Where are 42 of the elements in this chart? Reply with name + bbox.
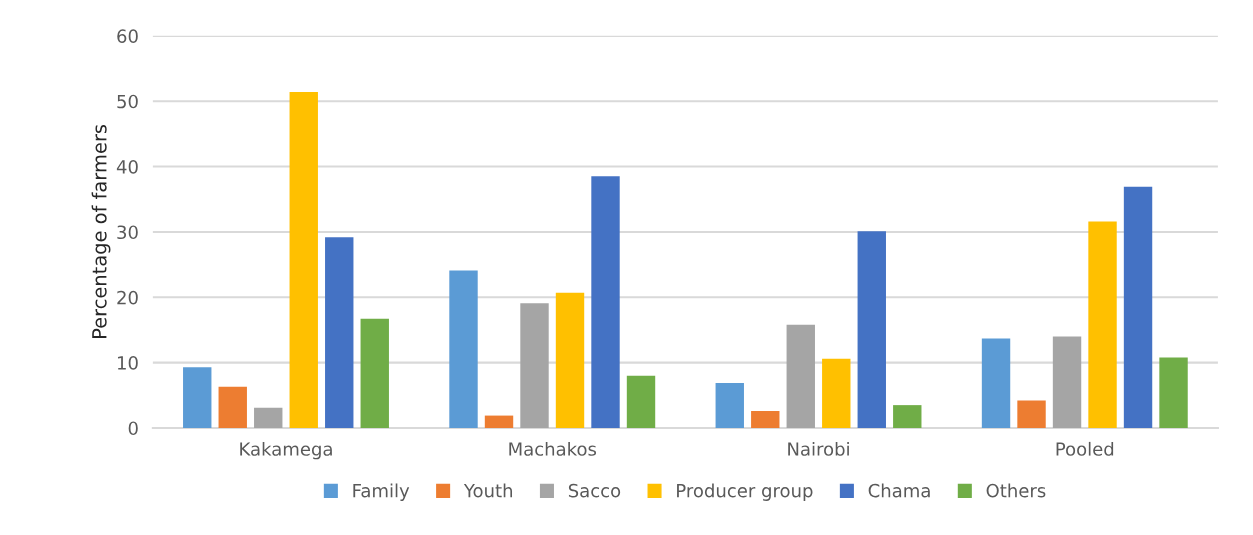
y-tick-label: 20 — [117, 290, 138, 305]
x-tick-label: Pooled — [1056, 441, 1114, 456]
bar — [325, 237, 354, 428]
bar — [1017, 400, 1046, 428]
y-tick-label: 60 — [117, 29, 138, 43]
legend-label: Youth — [463, 483, 513, 498]
y-axis-title: Percentage of farmers — [91, 124, 111, 338]
bar — [591, 176, 620, 428]
bar — [555, 292, 585, 428]
bar — [751, 411, 780, 428]
bar — [484, 415, 514, 428]
bar — [893, 405, 922, 428]
y-tick-label: 40 — [116, 160, 138, 174]
bar — [218, 386, 247, 428]
x-tick-label: Kakamega — [240, 441, 332, 460]
x-tick-label: Nairobi — [788, 441, 849, 456]
legend-label: Producer group — [677, 483, 813, 501]
legend-label: Family — [353, 483, 410, 501]
legend-label: Chama — [868, 483, 930, 498]
bar — [289, 92, 318, 428]
y-tick-label: 50 — [117, 94, 138, 109]
legend-label: Others — [986, 483, 1046, 498]
bar — [254, 407, 283, 428]
bar — [360, 318, 389, 428]
bar — [1123, 186, 1153, 428]
bar — [1052, 336, 1082, 428]
bar — [1088, 221, 1117, 428]
bar — [520, 303, 549, 428]
bar — [183, 367, 212, 428]
bar — [626, 375, 656, 428]
bar — [786, 324, 815, 428]
y-tick-label: 0 — [128, 421, 138, 436]
bar — [857, 231, 886, 428]
bar — [981, 338, 1011, 428]
y-tick-label: 10 — [117, 356, 138, 370]
y-tick-label: 30 — [117, 225, 138, 240]
bar — [449, 270, 478, 428]
bar — [1159, 357, 1188, 428]
x-tick-label: Machakos — [509, 441, 597, 456]
bar — [715, 382, 744, 428]
bar — [822, 358, 851, 428]
legend-label: Sacco — [568, 483, 621, 498]
